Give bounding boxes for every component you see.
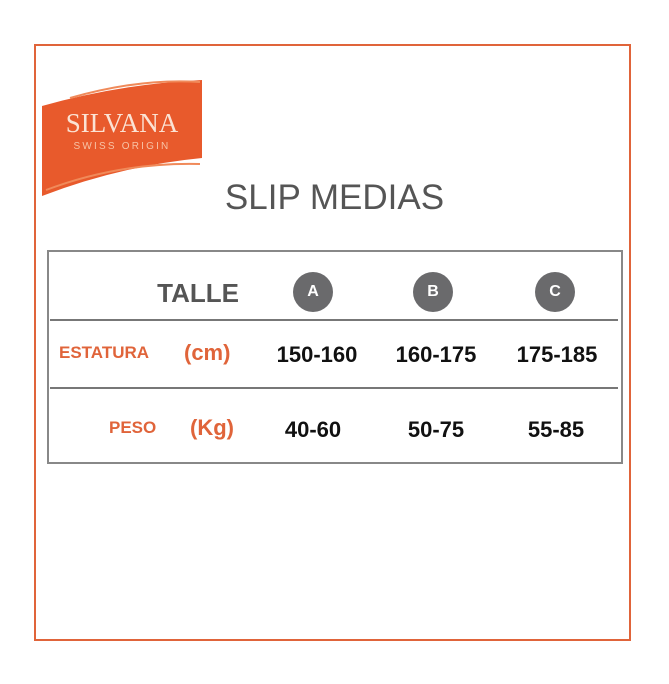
size-badge-b: B (413, 272, 453, 312)
size-table (47, 250, 623, 464)
value-cell: 50-75 (407, 417, 465, 442)
value-cell: 55-85 (527, 417, 585, 442)
logo-tagline: SWISS ORIGIN (73, 141, 171, 152)
value-cell: 175-185 (516, 342, 598, 367)
value-cell: 150-160 (276, 342, 358, 367)
row-label-peso: PESO (109, 418, 157, 437)
divider (50, 319, 618, 321)
header-label: TALLE (157, 278, 239, 308)
logo-brand: SILVANA (65, 108, 179, 138)
page-title: SLIP MEDIAS (224, 178, 445, 217)
divider (50, 387, 618, 389)
size-badge-c: C (535, 272, 575, 312)
silvana-logo (42, 80, 202, 196)
row-label-estatura: ESTATURA (59, 343, 150, 362)
outer-frame (34, 44, 631, 641)
size-badge-a: A (293, 272, 333, 312)
value-cell: 40-60 (284, 417, 342, 442)
row-unit-kg: (Kg) (190, 415, 234, 440)
row-unit-cm: (cm) (184, 340, 231, 365)
value-cell: 160-175 (395, 342, 477, 367)
